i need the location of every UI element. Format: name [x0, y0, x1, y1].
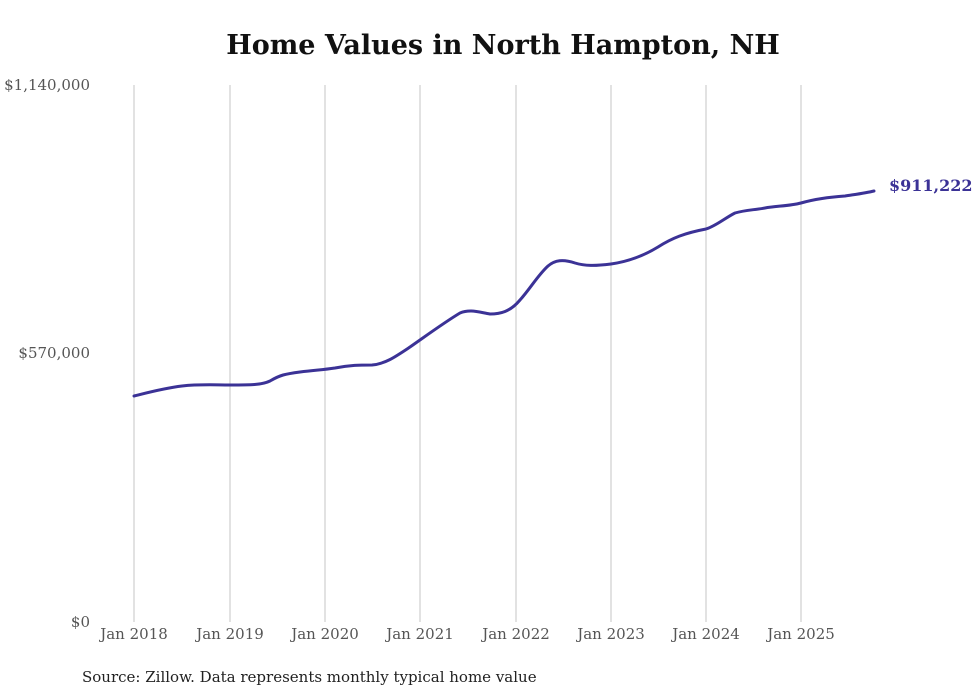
y-tick-mid: $570,000 [18, 344, 90, 362]
x-tick-2019: Jan 2019 [196, 625, 264, 643]
x-tick-2020: Jan 2020 [291, 625, 359, 643]
latest-value-label: $911,222 [889, 176, 973, 195]
x-tick-2024: Jan 2024 [672, 625, 740, 643]
home-value-line [132, 189, 876, 398]
x-tick-2022: Jan 2022 [482, 625, 550, 643]
y-tick-max: $1,140,000 [4, 76, 90, 94]
vertical-gridlines [133, 85, 802, 622]
source-note: Source: Zillow. Data represents monthly … [82, 668, 537, 686]
chart-title: Home Values in North Hampton, NH [226, 30, 780, 61]
x-tick-2025: Jan 2025 [767, 625, 835, 643]
x-tick-2021: Jan 2021 [386, 625, 454, 643]
x-tick-2018: Jan 2018 [100, 625, 168, 643]
y-tick-zero: $0 [70, 613, 90, 631]
x-tick-2023: Jan 2023 [577, 625, 645, 643]
